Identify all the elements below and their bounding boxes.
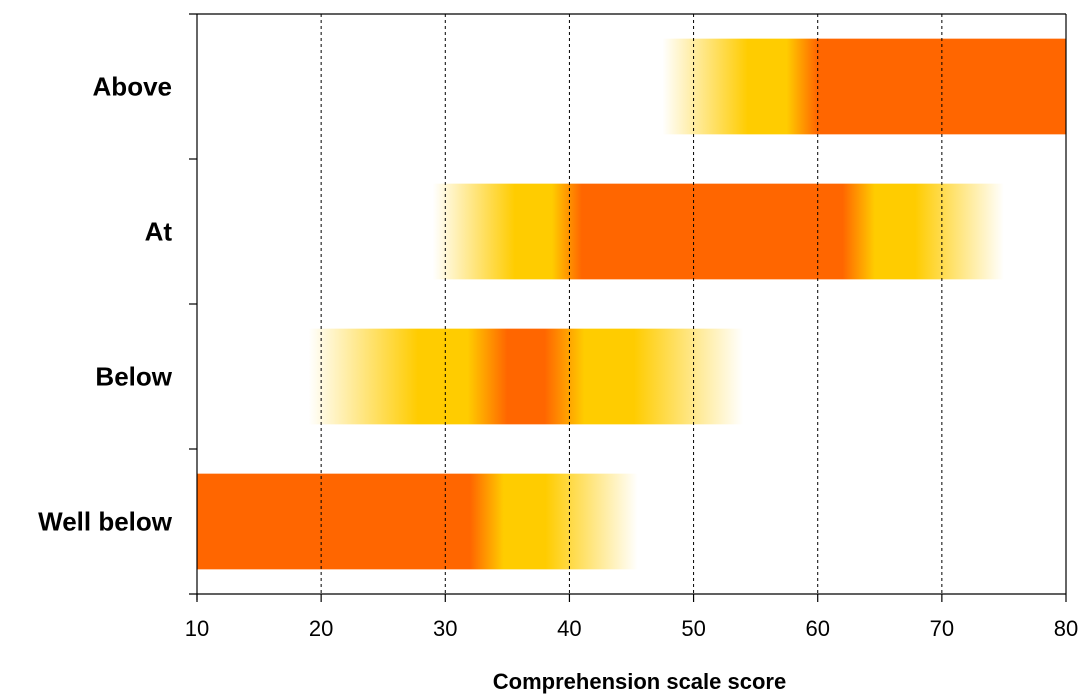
grid-layer	[320, 14, 943, 594]
category-label-well-below: Well below	[38, 507, 173, 537]
x-tick-label-60: 60	[805, 616, 829, 641]
category-label-at: At	[145, 217, 173, 247]
labels-layer: 10 20 30 40 50 60 70 80 Above At Below Well below	[38, 72, 1078, 642]
bar-below	[308, 328, 744, 425]
x-tick-label-20: 20	[309, 616, 333, 641]
bar-well-below	[197, 473, 638, 570]
bars-layer	[197, 38, 1066, 570]
axes-layer	[189, 13, 1067, 602]
x-tick-label-30: 30	[433, 616, 457, 641]
bar-at	[432, 183, 1004, 280]
x-axis-title: Comprehension scale score	[493, 669, 786, 694]
category-label-above: Above	[93, 72, 172, 102]
category-label-below: Below	[95, 362, 172, 392]
x-tick-label-40: 40	[557, 616, 581, 641]
x-tick-label-10: 10	[185, 616, 209, 641]
x-tick-label-70: 70	[930, 616, 954, 641]
bar-above	[662, 38, 1066, 135]
x-tick-label-50: 50	[681, 616, 705, 641]
x-tick-label-80: 80	[1054, 616, 1078, 641]
